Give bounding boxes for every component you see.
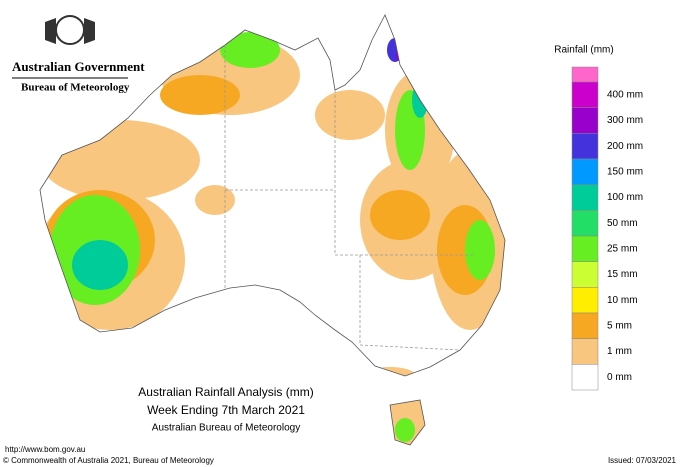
- legend-swatch: [571, 364, 599, 391]
- legend-label: 15 mm: [607, 269, 638, 280]
- legend-swatch: [571, 235, 599, 262]
- caption-source: Australian Bureau of Meteorology: [152, 423, 300, 434]
- legend-swatch: [571, 81, 599, 108]
- legend-swatch: [571, 158, 599, 185]
- legend-swatch: [571, 261, 599, 288]
- issued-date: Issued: 07/03/2021: [608, 456, 677, 465]
- legend: 400 mm 300 mm 200 mm 150 mm 100 mm 50 mm 25 mm…: [571, 81, 643, 391]
- caption-title: Australian Rainfall Analysis (mm): [138, 385, 313, 399]
- legend-swatch: [571, 312, 599, 339]
- government-name: Australian Government: [12, 59, 145, 74]
- legend-label: 25 mm: [607, 243, 638, 254]
- legend-cap: [571, 66, 599, 83]
- legend-swatch: [571, 184, 599, 211]
- legend-label: 0 mm: [607, 372, 632, 383]
- legend-label: 50 mm: [607, 218, 638, 229]
- legend-swatch: [571, 287, 599, 314]
- legend-label: 200 mm: [607, 141, 643, 152]
- caption-period: Week Ending 7th March 2021: [147, 403, 305, 417]
- legend-label: 1 mm: [607, 346, 632, 357]
- legend-label: 10 mm: [607, 295, 638, 306]
- state-borders: [224, 45, 475, 351]
- agency-name: Bureau of Meteorology: [21, 82, 130, 94]
- legend-label: 400 mm: [607, 89, 643, 100]
- coastline: [39, 14, 506, 446]
- legend-label: 300 mm: [607, 115, 643, 126]
- emblem: [45, 15, 95, 45]
- legend-label: 100 mm: [607, 192, 643, 203]
- url: http://www.bom.gov.au: [5, 445, 85, 454]
- legend-swatch: [571, 133, 599, 160]
- legend-swatch: [571, 107, 599, 134]
- legend-swatch: [571, 338, 599, 365]
- legend-title: Rainfall (mm): [554, 45, 613, 56]
- copyright: © Commonwealth of Australia 2021, Bureau…: [3, 456, 214, 465]
- legend-label: 5 mm: [607, 320, 632, 331]
- legend-swatch: [571, 210, 599, 237]
- legend-label: 150 mm: [607, 166, 643, 177]
